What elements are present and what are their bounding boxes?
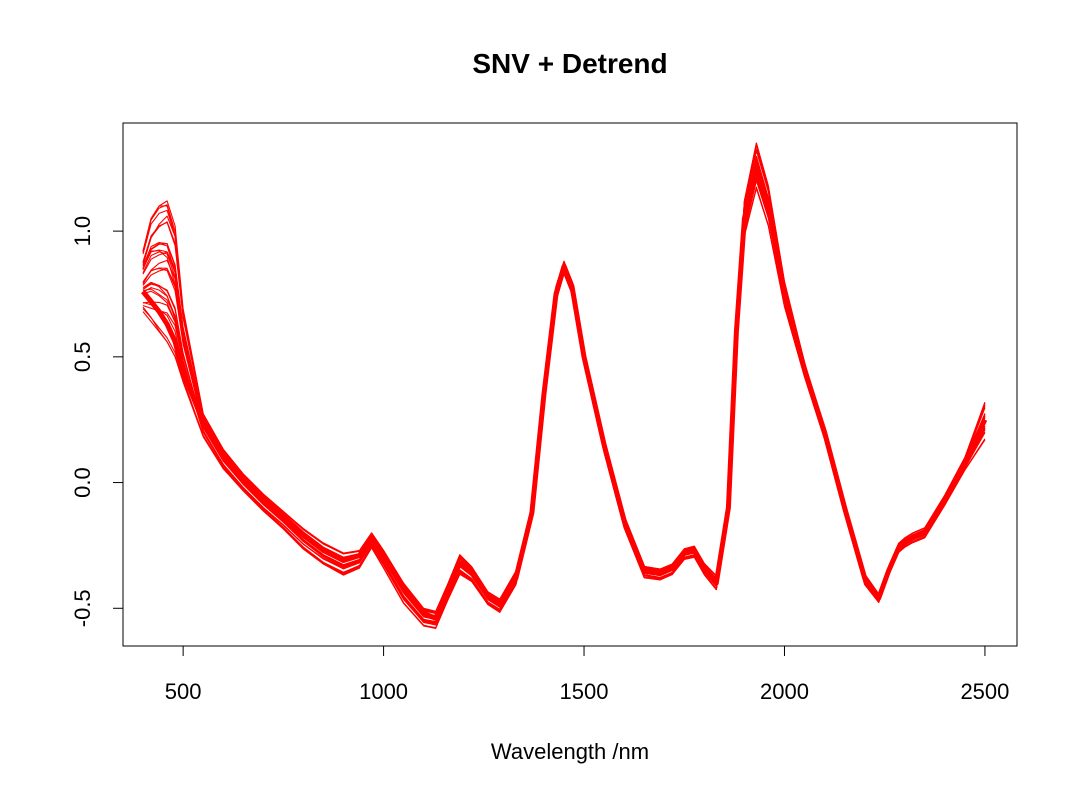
y-axis: -0.5 0.0 0.5 1.0 bbox=[70, 216, 124, 627]
y-tick-label: -0.5 bbox=[70, 589, 95, 627]
x-tick-label: 2000 bbox=[760, 679, 809, 704]
spectrum-line bbox=[142, 142, 986, 614]
x-tick-label: 2500 bbox=[960, 679, 1009, 704]
spectrum-line bbox=[142, 145, 986, 613]
y-tick-label: 0.5 bbox=[70, 342, 95, 373]
plot-frame bbox=[122, 122, 1018, 647]
spectrum-line bbox=[142, 156, 986, 617]
spectrum-band bbox=[141, 165, 988, 621]
spectrum-line bbox=[142, 142, 986, 612]
spectrum-line bbox=[142, 143, 986, 613]
y-tick-label: 0.0 bbox=[70, 467, 95, 498]
y-tick-label: 1.0 bbox=[70, 216, 95, 247]
x-tick-label: 500 bbox=[165, 679, 202, 704]
series-layer bbox=[141, 142, 988, 629]
x-axis-label: Wavelength /nm bbox=[491, 739, 649, 764]
x-tick-label: 1500 bbox=[560, 679, 609, 704]
spectrum-line bbox=[142, 160, 986, 617]
spectrum-line bbox=[142, 148, 986, 613]
spectrum-line bbox=[142, 155, 986, 617]
x-tick-label: 1000 bbox=[359, 679, 408, 704]
spectrum-line bbox=[142, 149, 986, 614]
x-axis: 500 1000 1500 2000 2500 bbox=[165, 645, 1009, 704]
spectrum-line bbox=[142, 149, 986, 615]
chart-title: SNV + Detrend bbox=[472, 48, 667, 79]
